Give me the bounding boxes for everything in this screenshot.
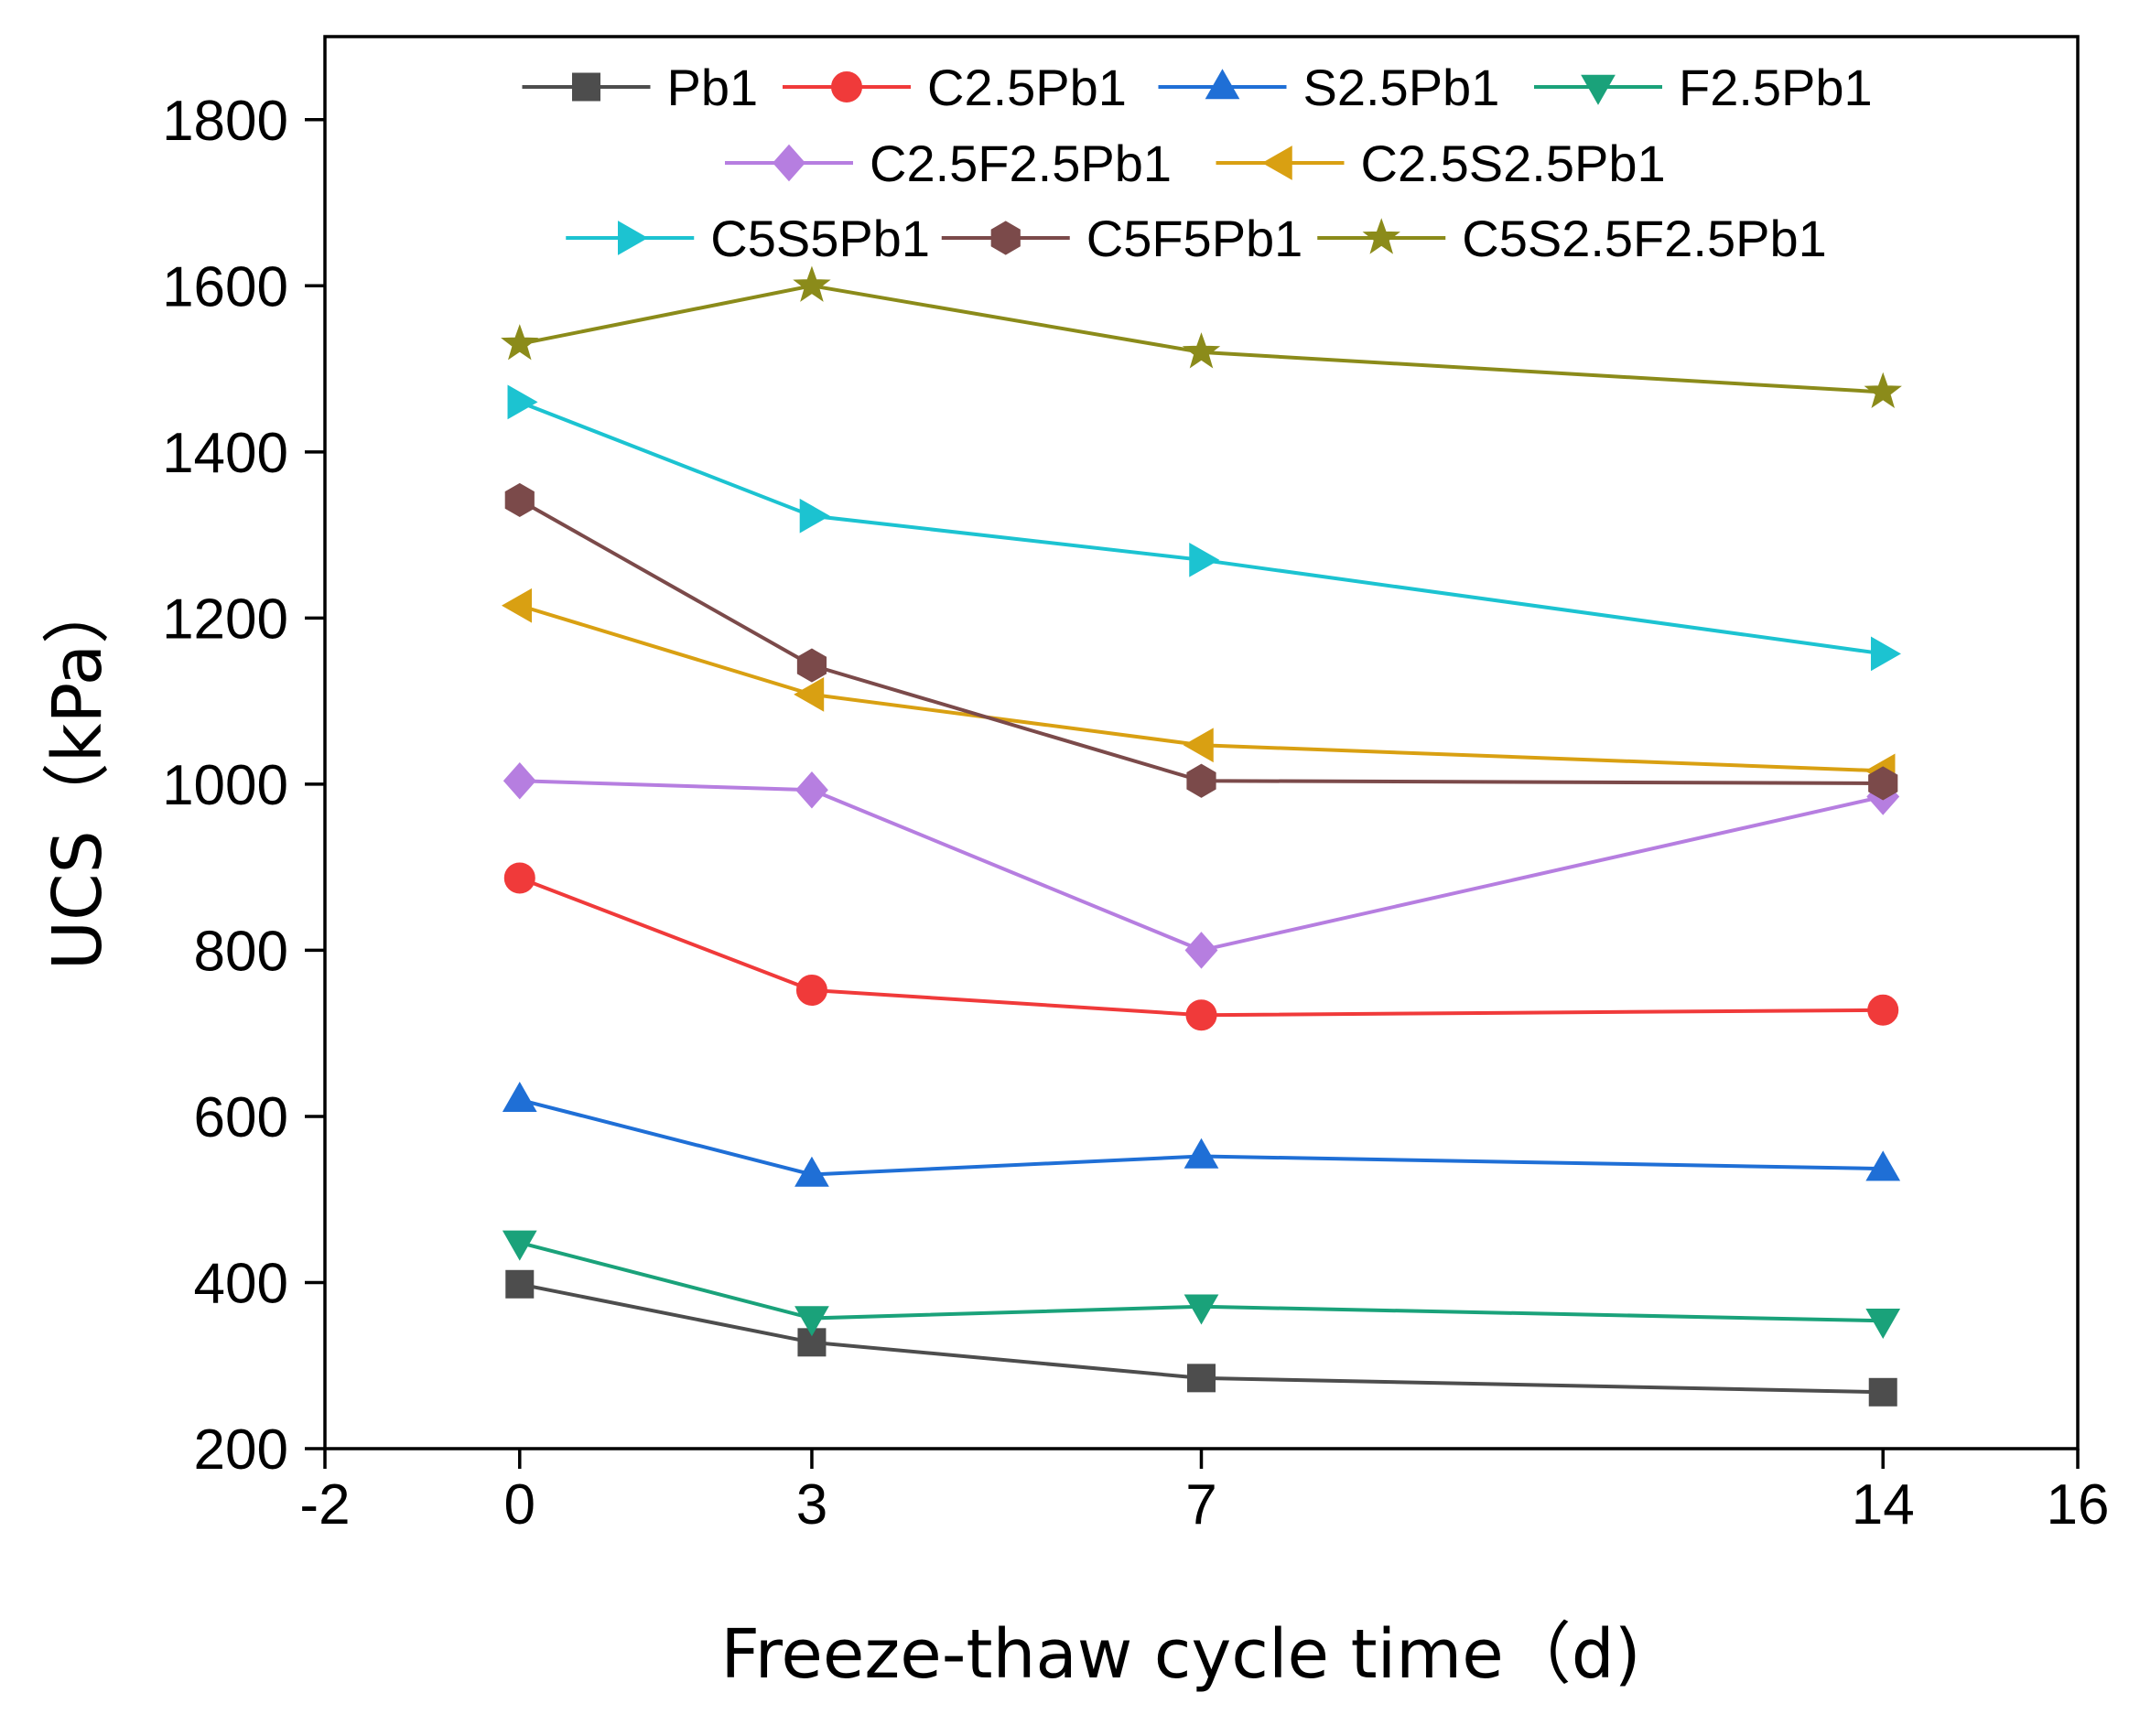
series-line (519, 284, 1884, 394)
data-point (1865, 1308, 1901, 1339)
x-tick-label: 16 (2047, 1473, 2110, 1537)
data-point (503, 862, 535, 894)
legend-entry: F2.5Pb1 (1534, 59, 1873, 116)
series-C2.5S2.5Pb1 (502, 588, 1896, 789)
data-point (1183, 728, 1214, 763)
legend-label: C5F5Pb1 (1086, 210, 1303, 267)
legend-label: S2.5Pb1 (1303, 59, 1500, 116)
data-point (794, 1306, 829, 1337)
legend-marker (831, 71, 862, 102)
y-tick-label: 1800 (162, 90, 288, 153)
data-point (1183, 1138, 1219, 1169)
legend-entry: S2.5Pb1 (1158, 59, 1500, 116)
data-point (501, 324, 539, 361)
series-line (519, 1097, 1884, 1177)
data-point (795, 974, 827, 1006)
y-tick-label: 1000 (162, 754, 288, 817)
data-point (502, 1082, 537, 1113)
series-S2.5Pb1 (502, 1082, 1901, 1187)
x-tick-label: 3 (796, 1473, 827, 1537)
series-line (519, 1282, 1884, 1395)
legend-marker (572, 72, 600, 102)
data-point (794, 676, 825, 712)
series-layer (501, 265, 1902, 1407)
x-axis-title: Freeze-thaw cycle time（d) (720, 1615, 1640, 1694)
series-C2.5Pb1 (503, 862, 1899, 1031)
legend-label: C2.5F2.5Pb1 (870, 135, 1172, 192)
data-point (1183, 1294, 1219, 1325)
legend-label: C5S5Pb1 (710, 210, 930, 267)
series-line (518, 498, 1884, 785)
series-line (519, 603, 1884, 773)
data-point (1864, 372, 1902, 409)
y-tick-label: 600 (194, 1086, 288, 1149)
data-point (1186, 763, 1216, 798)
data-point (1865, 1150, 1901, 1181)
series-line (519, 400, 1884, 656)
legend-marker (1205, 69, 1240, 100)
legend-label: C5S2.5F2.5Pb1 (1462, 210, 1826, 267)
legend-label: Pb1 (667, 59, 759, 116)
y-tick-label: 400 (194, 1252, 288, 1315)
data-point (1184, 932, 1218, 969)
data-point (505, 1269, 535, 1299)
legend-label: F2.5Pb1 (1679, 59, 1873, 116)
legend-entry: C5S5Pb1 (566, 210, 930, 267)
data-point (794, 1156, 829, 1187)
series-C5S5Pb1 (507, 384, 1901, 672)
legend-entry: C2.5Pb1 (783, 59, 1127, 116)
legend-label: C2.5S2.5Pb1 (1361, 135, 1666, 192)
legend-marker (1362, 218, 1400, 254)
x-tick-label: 0 (504, 1473, 535, 1537)
y-axis-title: UCS（kPa） (38, 577, 117, 970)
y-tick-label: 1400 (162, 422, 288, 485)
axes: -2 0 3 7 14 16 200 400 600 800 1000 1200 1400 1600 180… (162, 35, 2110, 1537)
data-point (795, 771, 828, 809)
data-point (1189, 542, 1220, 577)
series-C5F5Pb1 (504, 482, 1898, 801)
data-point (1182, 332, 1221, 369)
legend: Pb1 C2.5Pb1 S2.5Pb1 F2.5Pb1 C2.5F2.5Pb1 C2.5S… (522, 59, 1873, 267)
y-tick-label: 1600 (162, 255, 288, 318)
data-point (507, 384, 538, 420)
data-point (796, 648, 827, 683)
legend-entry: C2.5S2.5Pb1 (1216, 135, 1666, 192)
data-point (504, 482, 535, 518)
data-point (1868, 766, 1898, 801)
legend-label: C2.5Pb1 (927, 59, 1127, 116)
y-tick-label: 800 (194, 920, 288, 983)
legend-entry: C5F5Pb1 (941, 210, 1303, 267)
legend-entry: Pb1 (522, 59, 759, 116)
data-point (799, 498, 830, 534)
legend-marker (773, 144, 805, 182)
x-tick-label: -2 (299, 1473, 350, 1537)
series-Pb1 (505, 1269, 1897, 1407)
x-tick-label: 7 (1185, 1473, 1216, 1537)
legend-marker (618, 221, 649, 255)
legend-entry: C5S2.5F2.5Pb1 (1317, 210, 1827, 267)
data-point (793, 265, 831, 302)
data-point (1185, 999, 1217, 1031)
data-point (503, 761, 536, 800)
x-tick-label: 14 (1852, 1473, 1915, 1537)
legend-marker (1581, 74, 1616, 105)
data-point (1868, 1377, 1897, 1407)
legend-marker (990, 221, 1021, 255)
data-point (502, 1230, 537, 1261)
series-C5S2.5F2.5Pb1 (501, 265, 1902, 409)
data-point (1870, 636, 1901, 672)
data-point (1867, 994, 1899, 1026)
series-line (519, 779, 1884, 953)
y-tick-label: 1200 (162, 588, 288, 651)
y-tick-label: 200 (194, 1418, 288, 1482)
data-point (502, 588, 533, 623)
series-line (519, 1240, 1884, 1323)
data-point (1187, 1364, 1216, 1393)
series-line (519, 876, 1884, 1018)
series-F2.5Pb1 (502, 1230, 1901, 1339)
legend-entry: C2.5F2.5Pb1 (725, 135, 1172, 192)
legend-marker (1261, 146, 1292, 180)
